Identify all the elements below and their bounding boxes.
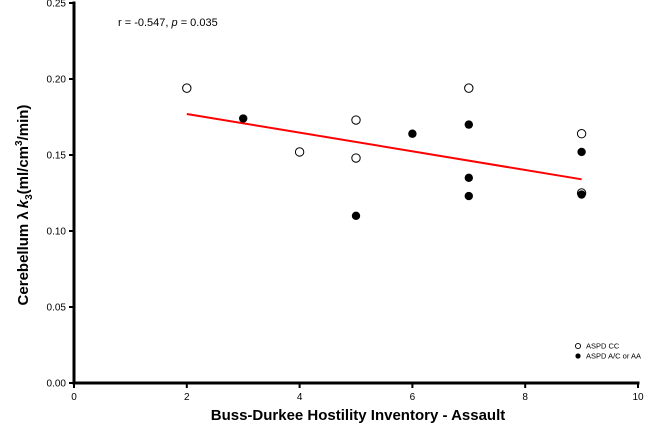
legend-marker-open-circle	[574, 342, 582, 350]
p-symbol: p	[171, 17, 178, 29]
point-open-circle	[576, 129, 587, 139]
y-tick-label: 0.05	[47, 303, 67, 314]
x-tick-label: 2	[184, 392, 190, 403]
point-filled-circle	[239, 114, 248, 123]
p-value-text: = 0.035	[178, 17, 218, 29]
legend-label-aspd-ac-aa: ASPD A/C or AA	[586, 352, 641, 361]
y-tick-label: 0.00	[47, 379, 67, 390]
point-open-circle	[351, 153, 361, 163]
regression-line-group	[186, 112, 582, 181]
point-open-circle	[294, 147, 305, 157]
point-filled-circle	[464, 191, 473, 201]
x-tick-label: 8	[522, 392, 528, 403]
y-axis-title-unit-close: /min)	[15, 105, 32, 141]
y-tick-label: 0.10	[47, 227, 67, 238]
point-filled-circle	[577, 147, 586, 157]
y-axis-title-k-sub: 3	[24, 194, 35, 200]
data-points	[182, 83, 587, 220]
y-axis-title-unit-open: (ml/cm	[15, 146, 32, 194]
legend-label-aspd-cc: ASPD CC	[586, 342, 620, 351]
x-tick-label: 10	[632, 392, 644, 403]
y-axis-title-main: Cerebellum λ	[15, 211, 32, 306]
r-value-text: r = -0.547,	[118, 17, 172, 29]
legend: ASPD CC ASPD A/C or AA	[574, 342, 641, 361]
x-tick-label: 4	[297, 392, 303, 403]
point-filled-circle	[464, 120, 473, 129]
point-filled-circle	[464, 173, 473, 182]
legend-marker-filled-circle	[575, 353, 581, 359]
y-axis-title: Cerebellum λk3(ml/cm3/min)	[14, 105, 35, 306]
y-axis-title-k: k	[15, 199, 32, 208]
point-open-circle	[351, 115, 361, 125]
regression-line	[186, 112, 582, 181]
y-axis-title-unit-sup: 3	[14, 140, 25, 146]
point-filled-circle	[351, 211, 361, 220]
point-open-circle	[464, 83, 474, 93]
correlation-annotation: r = -0.547, p = 0.035	[118, 17, 218, 29]
x-tick-label: 6	[410, 392, 416, 403]
y-tick-label: 0.15	[47, 151, 67, 162]
point-filled-circle	[408, 129, 417, 138]
y-tick-label: 0.20	[47, 75, 67, 86]
x-tick-label: 0	[71, 392, 77, 403]
x-axis-title: Buss-Durkee Hostility Inventory - Assaul…	[211, 407, 506, 424]
y-tick-label: 0.25	[47, 0, 67, 10]
axis-ticks: 0 2 4 6 8 10 0.00 0.05 0.10 0.15 0.20 0.25	[47, 0, 644, 403]
axes	[72, 1, 640, 385]
point-filled-circle	[577, 190, 586, 199]
point-open-circle	[182, 83, 192, 93]
